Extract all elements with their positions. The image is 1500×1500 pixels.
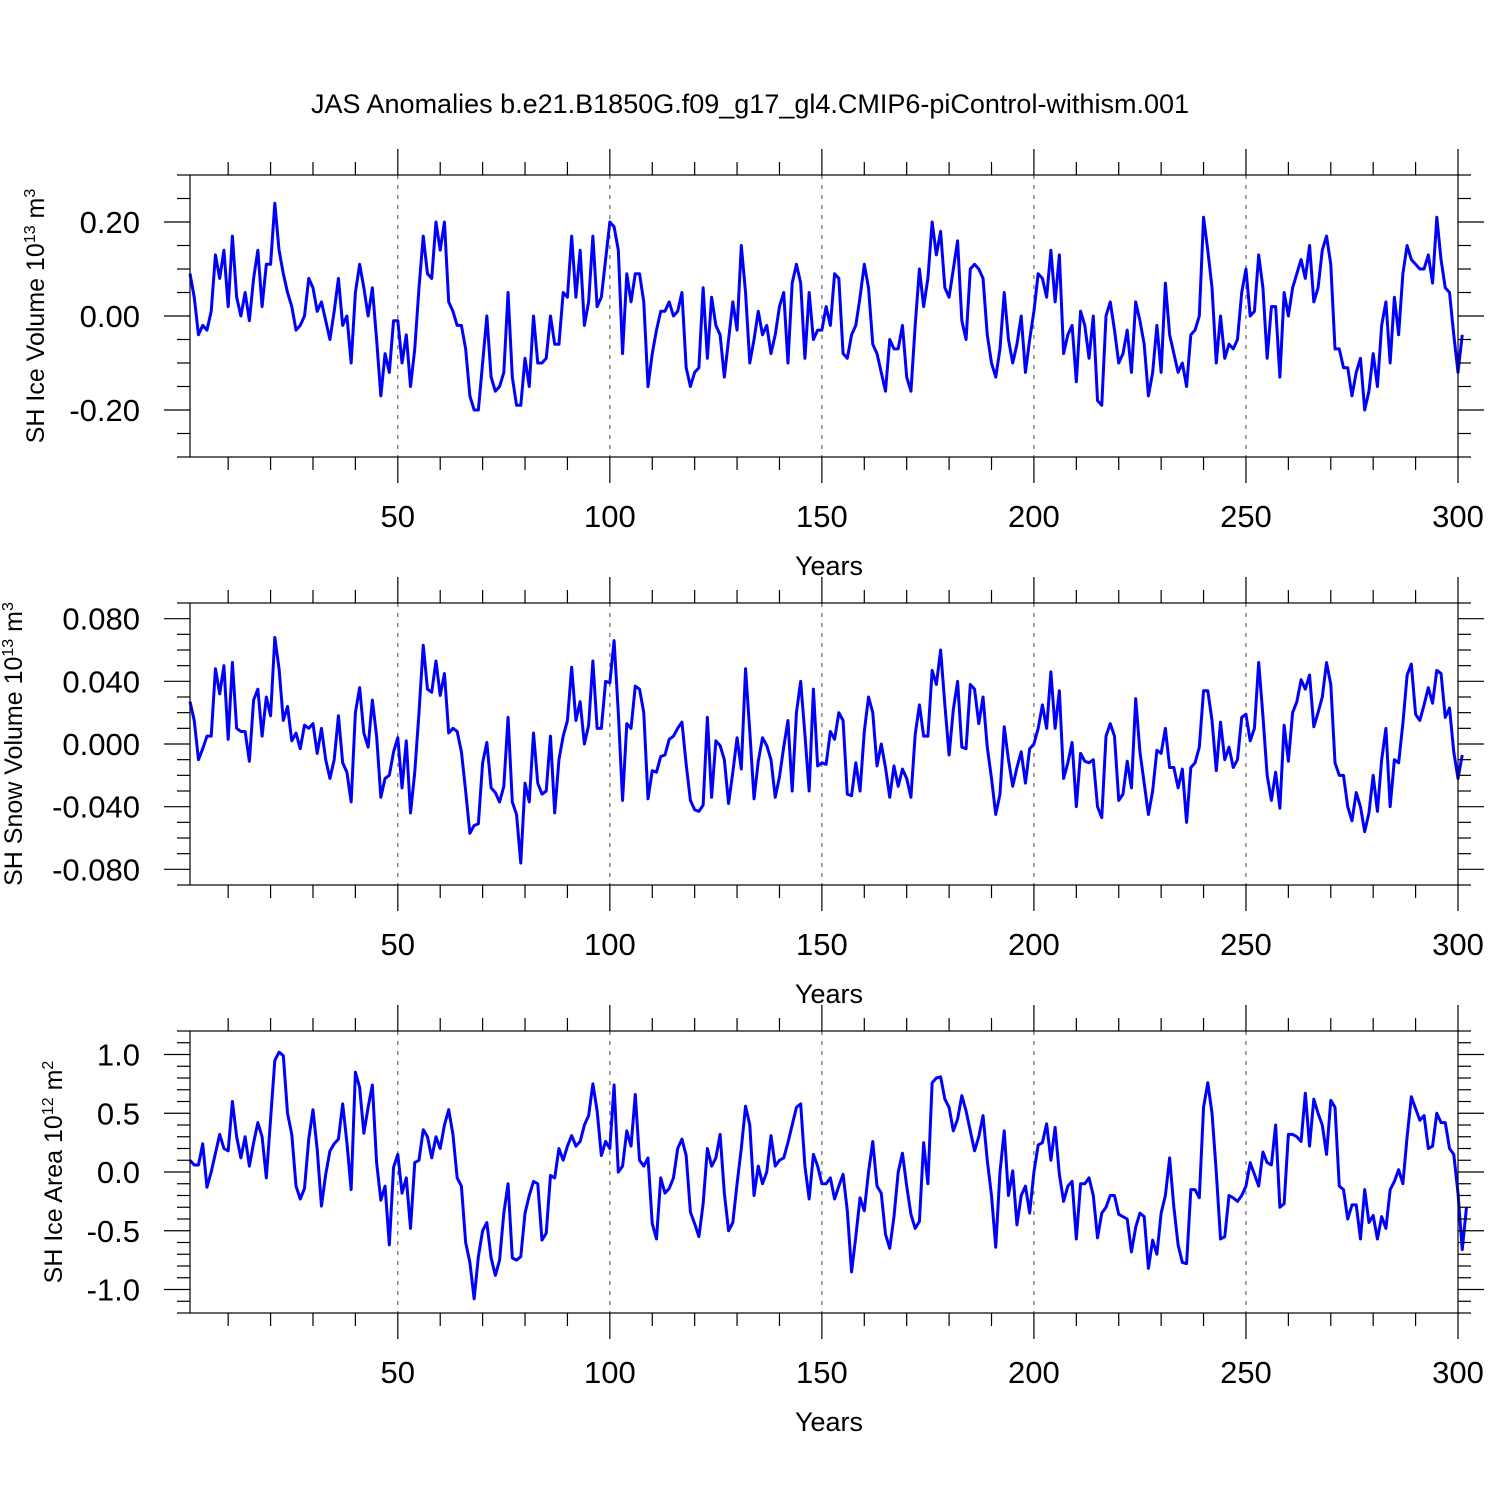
x-tick-label: 300 — [1432, 927, 1484, 962]
y-axis-title: SH Ice Area 1012 m2 — [40, 1061, 68, 1284]
y-tick-label: -0.5 — [87, 1214, 140, 1249]
x-tick-label: 100 — [584, 927, 636, 962]
y-axis-title: SH Ice Volume 1013 m3 — [22, 189, 50, 444]
x-tick-label: 200 — [1008, 927, 1060, 962]
panel-ice-volume: 50 100 150 200 250 300 Years -0.20 0.00 0.20 SH Ic… — [22, 149, 1484, 581]
x-tick-label: 150 — [796, 499, 848, 534]
y-tick-label: 0.00 — [80, 299, 140, 334]
plot-frame — [189, 1030, 1459, 1314]
y-tick-label: 0.20 — [80, 205, 140, 240]
y-tick-label: 1.0 — [97, 1038, 140, 1073]
plot-frame — [189, 602, 1459, 886]
x-tick-label: 250 — [1220, 499, 1272, 534]
figure-title: JAS Anomalies b.e21.B1850G.f09_g17_gl4.C… — [311, 89, 1189, 119]
panel-ice-area: 50 100 150 200 250 300 Years -1.0 -0.5 0.0 0.5 1.0 S… — [40, 1005, 1484, 1437]
y-axis-title: SH Snow Volume 1013 m3 — [0, 602, 28, 886]
x-tick-label: 150 — [796, 1355, 848, 1390]
x-tick-label: 250 — [1220, 927, 1272, 962]
x-tick-label: 300 — [1432, 1355, 1484, 1390]
x-tick-label: 50 — [381, 1355, 415, 1390]
panel-snow-volume: 50 100 150 200 250 300 Years -0.080 -0.040 0.000 0… — [0, 577, 1484, 1009]
x-tick-label: 300 — [1432, 499, 1484, 534]
x-tick-label: 250 — [1220, 1355, 1272, 1390]
x-tick-label: 100 — [584, 1355, 636, 1390]
y-tick-label: -0.080 — [52, 852, 140, 887]
y-tick-label: -0.20 — [69, 393, 140, 428]
y-tick-label: 0.5 — [97, 1096, 140, 1131]
x-tick-label: 50 — [381, 499, 415, 534]
y-tick-label: 0.0 — [97, 1155, 140, 1190]
x-tick-label: 150 — [796, 927, 848, 962]
y-tick-label: 0.000 — [62, 727, 140, 762]
series-line-ice-area — [188, 1050, 1468, 1301]
x-axis-title: Years — [795, 551, 863, 581]
x-axis-title: Years — [795, 979, 863, 1009]
x-axis-title: Years — [795, 1407, 863, 1437]
x-tick-label: 50 — [381, 927, 415, 962]
y-tick-label: 0.040 — [62, 664, 140, 699]
x-tick-label: 200 — [1008, 499, 1060, 534]
series-line-ice-volume — [188, 201, 1464, 412]
y-tick-label: 0.080 — [62, 602, 140, 637]
y-tick-label: -0.040 — [52, 790, 140, 825]
x-tick-label: 200 — [1008, 1355, 1060, 1390]
y-tick-label: -1.0 — [87, 1273, 140, 1308]
x-tick-label: 100 — [584, 499, 636, 534]
series-line-snow-volume — [188, 635, 1464, 865]
